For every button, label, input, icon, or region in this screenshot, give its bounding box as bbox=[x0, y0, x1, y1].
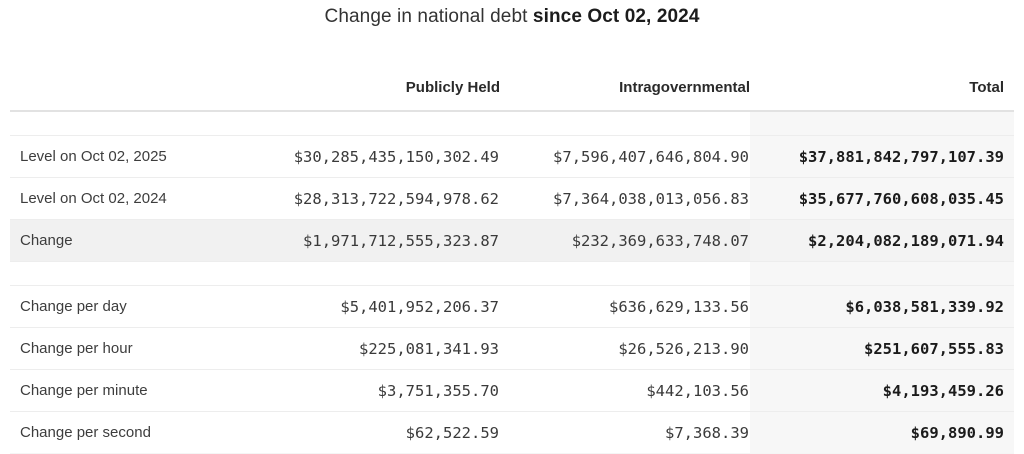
cell-intragovernmental: $232,369,633,748.07 bbox=[500, 219, 750, 262]
cell-intragovernmental: $7,368.39 bbox=[500, 411, 750, 454]
cell-publicly-held: $5,401,952,206.37 bbox=[260, 285, 500, 328]
column-header-empty bbox=[10, 75, 260, 112]
row-label: Change per second bbox=[10, 411, 260, 454]
debt-change-table: Publicly Held Intragovernmental Total Le… bbox=[10, 75, 1014, 454]
cell-intragovernmental: $26,526,213.90 bbox=[500, 327, 750, 370]
cell-intragovernmental: $7,364,038,013,056.83 bbox=[500, 177, 750, 220]
cell-total: $251,607,555.83 bbox=[750, 327, 1014, 370]
spacer-row bbox=[10, 261, 1014, 286]
row-label: Change bbox=[10, 219, 260, 262]
cell-total: $37,881,842,797,107.39 bbox=[750, 135, 1014, 178]
column-header-intragovernmental: Intragovernmental bbox=[500, 75, 750, 112]
cell-publicly-held: $1,971,712,555,323.87 bbox=[260, 219, 500, 262]
cell-publicly-held: $28,313,722,594,978.62 bbox=[260, 177, 500, 220]
column-header-publicly-held: Publicly Held bbox=[260, 75, 500, 112]
cell-publicly-held: $3,751,355.70 bbox=[260, 369, 500, 412]
spacer-row bbox=[10, 111, 1014, 136]
cell-publicly-held: $225,081,341.93 bbox=[260, 327, 500, 370]
cell-publicly-held: $30,285,435,150,302.49 bbox=[260, 135, 500, 178]
page-title-emphasis: since Oct 02, 2024 bbox=[532, 6, 700, 27]
table-row-change-per-hour: Change per hour $225,081,341.93 $26,526,… bbox=[10, 327, 1014, 370]
row-label: Change per minute bbox=[10, 369, 260, 412]
cell-total: $4,193,459.26 bbox=[750, 369, 1014, 412]
column-header-total: Total bbox=[750, 75, 1014, 112]
cell-intragovernmental: $636,629,133.56 bbox=[500, 285, 750, 328]
table-row-change-per-second: Change per second $62,522.59 $7,368.39 $… bbox=[10, 411, 1014, 454]
cell-total: $69,890.99 bbox=[750, 411, 1014, 454]
row-label: Change per day bbox=[10, 285, 260, 328]
row-label: Level on Oct 02, 2025 bbox=[10, 135, 260, 178]
table-row-change-per-day: Change per day $5,401,952,206.37 $636,62… bbox=[10, 285, 1014, 328]
table-header-row: Publicly Held Intragovernmental Total bbox=[10, 75, 1014, 112]
page-title: Change in national debt since Oct 02, 20… bbox=[0, 0, 1024, 29]
cell-intragovernmental: $7,596,407,646,804.90 bbox=[500, 135, 750, 178]
cell-total: $35,677,760,608,035.45 bbox=[750, 177, 1014, 220]
table-row-change: Change $1,971,712,555,323.87 $232,369,63… bbox=[10, 219, 1014, 262]
cell-intragovernmental: $442,103.56 bbox=[500, 369, 750, 412]
row-label: Change per hour bbox=[10, 327, 260, 370]
table-row-change-per-minute: Change per minute $3,751,355.70 $442,103… bbox=[10, 369, 1014, 412]
cell-total: $6,038,581,339.92 bbox=[750, 285, 1014, 328]
row-label: Level on Oct 02, 2024 bbox=[10, 177, 260, 220]
page-title-text: Change in national debt bbox=[324, 6, 528, 27]
table-row-level-2025: Level on Oct 02, 2025 $30,285,435,150,30… bbox=[10, 135, 1014, 178]
table-row-level-2024: Level on Oct 02, 2024 $28,313,722,594,97… bbox=[10, 177, 1014, 220]
cell-publicly-held: $62,522.59 bbox=[260, 411, 500, 454]
cell-total: $2,204,082,189,071.94 bbox=[750, 219, 1014, 262]
